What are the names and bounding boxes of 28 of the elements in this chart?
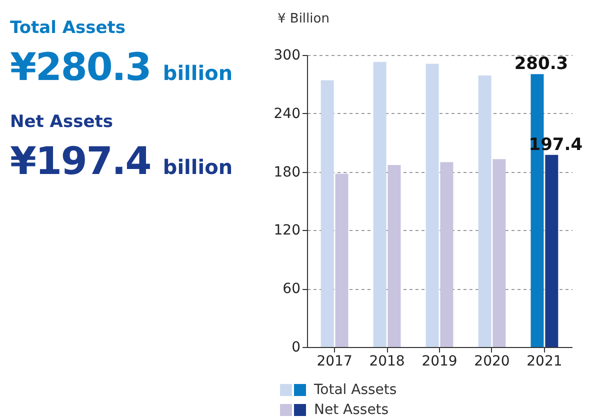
bar	[478, 75, 492, 347]
bar	[373, 62, 386, 347]
data-label: 280.3	[514, 54, 568, 74]
bar	[335, 174, 348, 347]
x-tick-label: 2021	[526, 354, 562, 370]
y-tick-label: 300	[274, 48, 300, 64]
text: Total Assets	[10, 18, 127, 38]
y-tick-label: 0	[292, 340, 300, 356]
y-tick-label: 120	[274, 222, 300, 239]
y-tick-label: 240	[274, 106, 300, 122]
text: ¥280.3 billion	[10, 44, 233, 91]
x-tick-label: 2018	[369, 354, 405, 370]
legend-label: Total Assets	[314, 382, 397, 398]
bar	[320, 80, 334, 347]
y-tick-label: 60	[282, 281, 300, 298]
y-axis-title: ¥ Billion	[278, 12, 330, 26]
bar	[388, 164, 401, 347]
bar	[440, 162, 454, 347]
bar	[492, 159, 506, 347]
bar	[426, 64, 439, 347]
bar	[545, 154, 558, 347]
x-tick-label: 2019	[422, 354, 458, 370]
x-tick-label: 2020	[474, 354, 510, 370]
legend-label: Net Assets	[314, 402, 389, 418]
y-tick-label: 180	[274, 164, 300, 180]
text: ¥197.4 billion	[10, 138, 233, 185]
text: Net Assets	[10, 112, 114, 132]
x-tick-label: 2017	[316, 354, 352, 370]
